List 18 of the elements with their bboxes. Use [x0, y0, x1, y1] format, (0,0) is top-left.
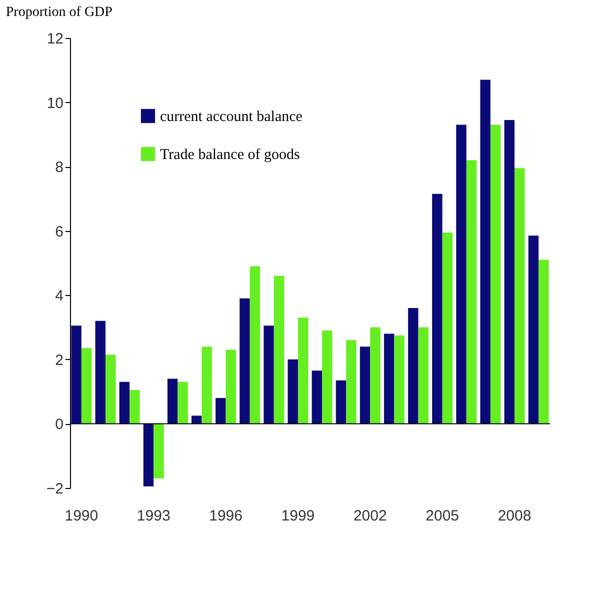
y-tick-label: 4	[55, 288, 64, 305]
x-tick-label: 1993	[136, 508, 170, 524]
y-tick-label: −2	[46, 480, 64, 498]
y-tick-label: 0	[55, 416, 64, 434]
x-tick-label: 1999	[281, 508, 315, 524]
y-tick-label: 6	[55, 223, 64, 240]
y-tick-label: 10	[46, 94, 64, 112]
chart-title: Proportion of GDP	[6, 5, 113, 20]
y-tick-label: 8	[55, 159, 64, 176]
x-tick-label: 2008	[498, 508, 532, 524]
x-tick-label: 2005	[426, 508, 460, 524]
legend-label: current account balance	[160, 109, 303, 125]
y-tick-label: 12	[46, 30, 64, 48]
x-tick-label: 2002	[353, 508, 387, 524]
y-tick-label: 2	[55, 352, 64, 369]
x-tick-label: 1990	[64, 508, 98, 524]
legend-label: Trade balance of goods	[160, 147, 300, 163]
x-tick-label: 1996	[209, 508, 242, 524]
